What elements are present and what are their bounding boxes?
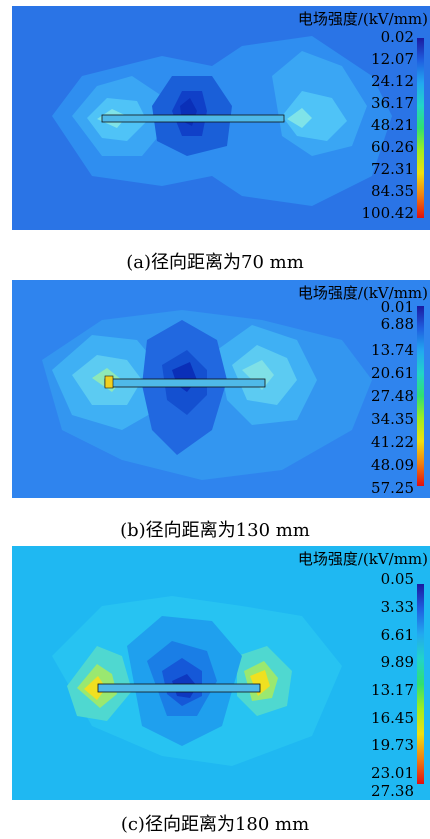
colorbar-title-c: 电场强度/(kV/mm) <box>297 550 428 568</box>
tick-label: 34.35 <box>371 410 414 428</box>
colorbar-b <box>417 306 424 486</box>
tick-label: 13.74 <box>371 341 414 359</box>
tick-label: 9.89 <box>380 653 414 671</box>
tick-label: 0.02 <box>380 28 414 46</box>
tick-label: 60.26 <box>371 138 414 156</box>
tick-label: 57.25 <box>371 479 414 497</box>
field-contour-a <box>12 6 430 230</box>
tick-label: 48.09 <box>371 456 414 474</box>
tick-label: 48.21 <box>371 116 414 134</box>
field-plot-a: 电场强度/(kV/mm) 0.02 12.07 24.12 36.17 48.2… <box>12 6 430 230</box>
colorbar-ticks-b: 0.01 6.88 13.74 20.61 27.48 34.35 41.22 … <box>334 298 414 496</box>
tick-label: 36.17 <box>371 94 414 112</box>
tick-label: 12.07 <box>371 50 414 68</box>
tick-label: 27.48 <box>371 387 414 405</box>
field-contour-c <box>12 546 430 800</box>
tick-label: 0.05 <box>380 570 414 588</box>
caption-c: (c)径向距离为180 mm <box>120 814 310 835</box>
tick-label: 20.61 <box>371 364 414 382</box>
field-plot-c: 电场强度/(kV/mm) 0.05 3.33 6.61 9.89 13.17 1… <box>12 546 430 800</box>
colorbar-ticks-c: 0.05 3.33 6.61 9.89 13.17 16.45 19.73 23… <box>334 570 414 799</box>
tick-label: 6.61 <box>380 626 414 644</box>
tick-label: 27.38 <box>371 782 414 800</box>
tick-label: 72.31 <box>371 160 414 178</box>
tick-label: 100.42 <box>361 204 415 222</box>
tick-label: 3.33 <box>380 598 414 616</box>
tick-label: 16.45 <box>371 709 414 727</box>
colorbar-ticks-a: 0.02 12.07 24.12 36.17 48.21 60.26 72.31… <box>334 28 415 222</box>
tick-label: 23.01 <box>371 764 414 782</box>
tick-label: 6.88 <box>380 315 414 333</box>
caption-b: (b)径向距离为130 mm <box>120 520 310 541</box>
field-contour-b <box>12 280 430 498</box>
caption-a: (a)径向距离为70 mm <box>126 252 304 273</box>
colorbar-a <box>417 38 424 218</box>
colorbar-c <box>417 584 424 784</box>
tick-label: 13.17 <box>371 681 414 699</box>
tick-label: 19.73 <box>371 736 414 754</box>
tick-label: 41.22 <box>371 433 414 451</box>
tick-label: 0.01 <box>380 298 414 316</box>
colorbar-title-b: 电场强度/(kV/mm) <box>297 284 428 302</box>
tick-label: 84.35 <box>371 182 414 200</box>
colorbar-title-a: 电场强度/(kV/mm) <box>297 10 428 28</box>
field-plot-b: 电场强度/(kV/mm) 0.01 6.88 13.74 20.61 27.48… <box>12 280 430 498</box>
tick-label: 24.12 <box>371 72 414 90</box>
